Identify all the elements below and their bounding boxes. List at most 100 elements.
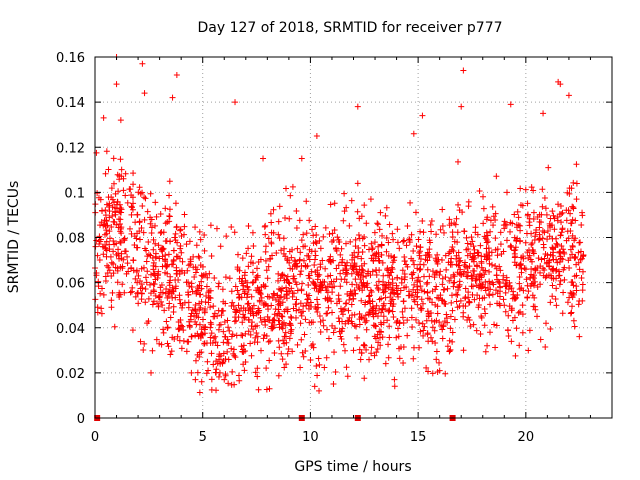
chart-title: Day 127 of 2018, SRMTID for receiver p77… bbox=[197, 20, 502, 36]
data-point bbox=[201, 231, 208, 238]
data-point bbox=[116, 176, 123, 183]
data-point bbox=[276, 344, 283, 351]
data-point bbox=[463, 246, 470, 253]
data-point bbox=[359, 235, 366, 242]
data-point bbox=[245, 328, 252, 335]
data-point bbox=[433, 269, 440, 276]
data-point bbox=[342, 320, 349, 327]
data-point bbox=[254, 265, 261, 272]
data-point bbox=[100, 251, 107, 258]
data-point bbox=[181, 231, 188, 238]
data-point bbox=[207, 287, 214, 294]
data-point bbox=[275, 218, 282, 225]
data-point bbox=[553, 285, 560, 292]
data-point bbox=[134, 244, 141, 251]
y-axis-label: SRMTID / TECUs bbox=[6, 181, 22, 294]
data-point bbox=[334, 234, 341, 241]
data-point bbox=[244, 300, 251, 307]
data-point bbox=[573, 161, 580, 168]
data-point bbox=[475, 249, 482, 256]
data-point bbox=[228, 303, 235, 310]
data-point bbox=[559, 225, 566, 232]
data-point bbox=[379, 306, 386, 313]
data-point bbox=[440, 323, 447, 330]
data-point bbox=[120, 256, 127, 263]
data-point bbox=[138, 296, 145, 303]
data-point bbox=[207, 304, 214, 311]
data-point bbox=[282, 215, 289, 222]
data-point bbox=[427, 239, 434, 246]
data-point bbox=[462, 285, 469, 292]
data-point bbox=[429, 268, 436, 275]
data-point bbox=[449, 233, 456, 240]
data-point bbox=[461, 259, 468, 266]
data-point bbox=[456, 283, 463, 290]
data-point bbox=[162, 256, 169, 263]
data-point bbox=[476, 295, 483, 302]
data-point bbox=[497, 267, 504, 274]
data-point bbox=[375, 221, 382, 228]
data-point bbox=[298, 312, 305, 319]
data-point bbox=[371, 333, 378, 340]
data-point bbox=[326, 295, 333, 302]
data-point bbox=[312, 269, 319, 276]
data-point bbox=[555, 201, 562, 208]
data-point bbox=[338, 308, 345, 315]
data-point bbox=[240, 282, 247, 289]
data-point bbox=[147, 290, 154, 297]
data-point bbox=[188, 333, 195, 340]
data-point bbox=[233, 317, 240, 324]
data-point bbox=[373, 302, 380, 309]
data-point bbox=[487, 217, 494, 224]
data-point bbox=[216, 369, 223, 376]
data-point bbox=[97, 290, 104, 297]
data-point bbox=[157, 210, 164, 217]
data-point bbox=[474, 231, 481, 238]
data-point bbox=[299, 280, 306, 287]
data-point bbox=[559, 310, 566, 317]
data-point bbox=[114, 171, 121, 178]
data-point bbox=[115, 188, 122, 195]
data-point bbox=[159, 302, 166, 309]
data-point bbox=[262, 243, 269, 250]
data-point bbox=[155, 242, 162, 249]
data-point bbox=[133, 268, 140, 275]
data-point bbox=[526, 215, 533, 222]
data-point bbox=[243, 294, 250, 301]
data-point bbox=[257, 256, 264, 263]
data-point bbox=[568, 290, 575, 297]
data-point bbox=[512, 352, 519, 359]
data-point bbox=[236, 294, 243, 301]
x-tick-label: 0 bbox=[91, 430, 99, 445]
data-point bbox=[300, 353, 307, 360]
data-point bbox=[252, 323, 259, 330]
data-point bbox=[528, 266, 535, 273]
data-point bbox=[534, 313, 541, 320]
data-point bbox=[411, 281, 418, 288]
data-point bbox=[424, 252, 431, 259]
data-point bbox=[513, 294, 520, 301]
data-point bbox=[489, 291, 496, 298]
data-point bbox=[394, 239, 401, 246]
data-point bbox=[417, 244, 424, 251]
data-point bbox=[488, 261, 495, 268]
data-point bbox=[149, 255, 156, 262]
data-point bbox=[98, 310, 105, 317]
data-point bbox=[527, 274, 534, 281]
data-point bbox=[173, 267, 180, 274]
data-point bbox=[396, 355, 403, 362]
data-point bbox=[443, 311, 450, 318]
data-point bbox=[159, 245, 166, 252]
data-point bbox=[162, 238, 169, 245]
data-point bbox=[294, 341, 301, 348]
data-point bbox=[394, 226, 401, 233]
data-point bbox=[228, 223, 235, 230]
data-point bbox=[368, 246, 375, 253]
data-point bbox=[192, 269, 199, 276]
y-tick-label: 0.06 bbox=[56, 277, 85, 292]
data-point bbox=[307, 357, 314, 364]
data-point bbox=[120, 187, 127, 194]
data-point bbox=[537, 281, 544, 288]
data-point bbox=[451, 316, 458, 323]
data-point bbox=[371, 239, 378, 246]
